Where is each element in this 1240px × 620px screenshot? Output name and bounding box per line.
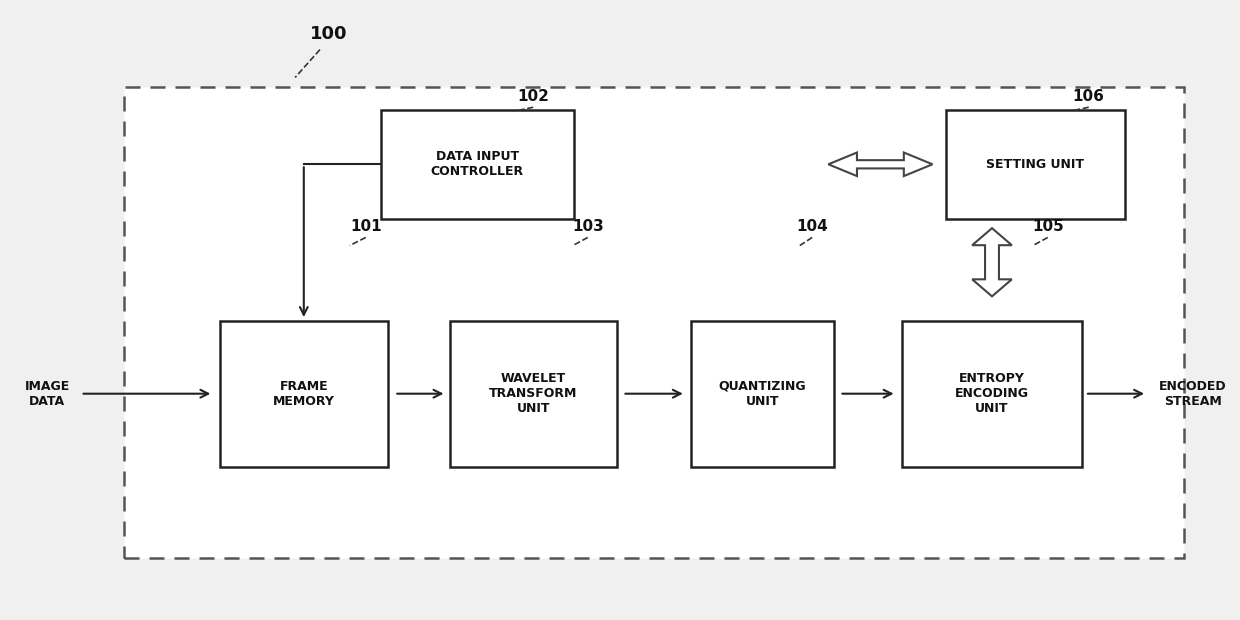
Bar xyxy=(449,321,618,467)
Text: ENCODED
STREAM: ENCODED STREAM xyxy=(1159,379,1226,408)
Text: 105: 105 xyxy=(1032,219,1064,234)
Text: 103: 103 xyxy=(572,219,604,234)
Bar xyxy=(692,321,833,467)
Text: IMAGE
DATA: IMAGE DATA xyxy=(25,379,69,408)
Bar xyxy=(221,321,387,467)
Text: 104: 104 xyxy=(796,219,828,234)
Text: 100: 100 xyxy=(310,25,347,43)
Text: SETTING UNIT: SETTING UNIT xyxy=(986,158,1085,170)
Text: ENTROPY
ENCODING
UNIT: ENTROPY ENCODING UNIT xyxy=(955,372,1029,415)
Bar xyxy=(382,110,573,219)
Text: QUANTIZING
UNIT: QUANTIZING UNIT xyxy=(719,379,806,408)
Text: WAVELET
TRANSFORM
UNIT: WAVELET TRANSFORM UNIT xyxy=(489,372,578,415)
Polygon shape xyxy=(828,153,932,176)
Text: FRAME
MEMORY: FRAME MEMORY xyxy=(273,379,335,408)
Bar xyxy=(945,110,1126,219)
Text: DATA INPUT
CONTROLLER: DATA INPUT CONTROLLER xyxy=(430,150,525,179)
Text: 106: 106 xyxy=(1073,89,1105,104)
Polygon shape xyxy=(972,228,1012,296)
Bar xyxy=(903,321,1081,467)
Bar xyxy=(124,87,1184,558)
Text: 101: 101 xyxy=(350,219,382,234)
Text: 102: 102 xyxy=(517,89,549,104)
